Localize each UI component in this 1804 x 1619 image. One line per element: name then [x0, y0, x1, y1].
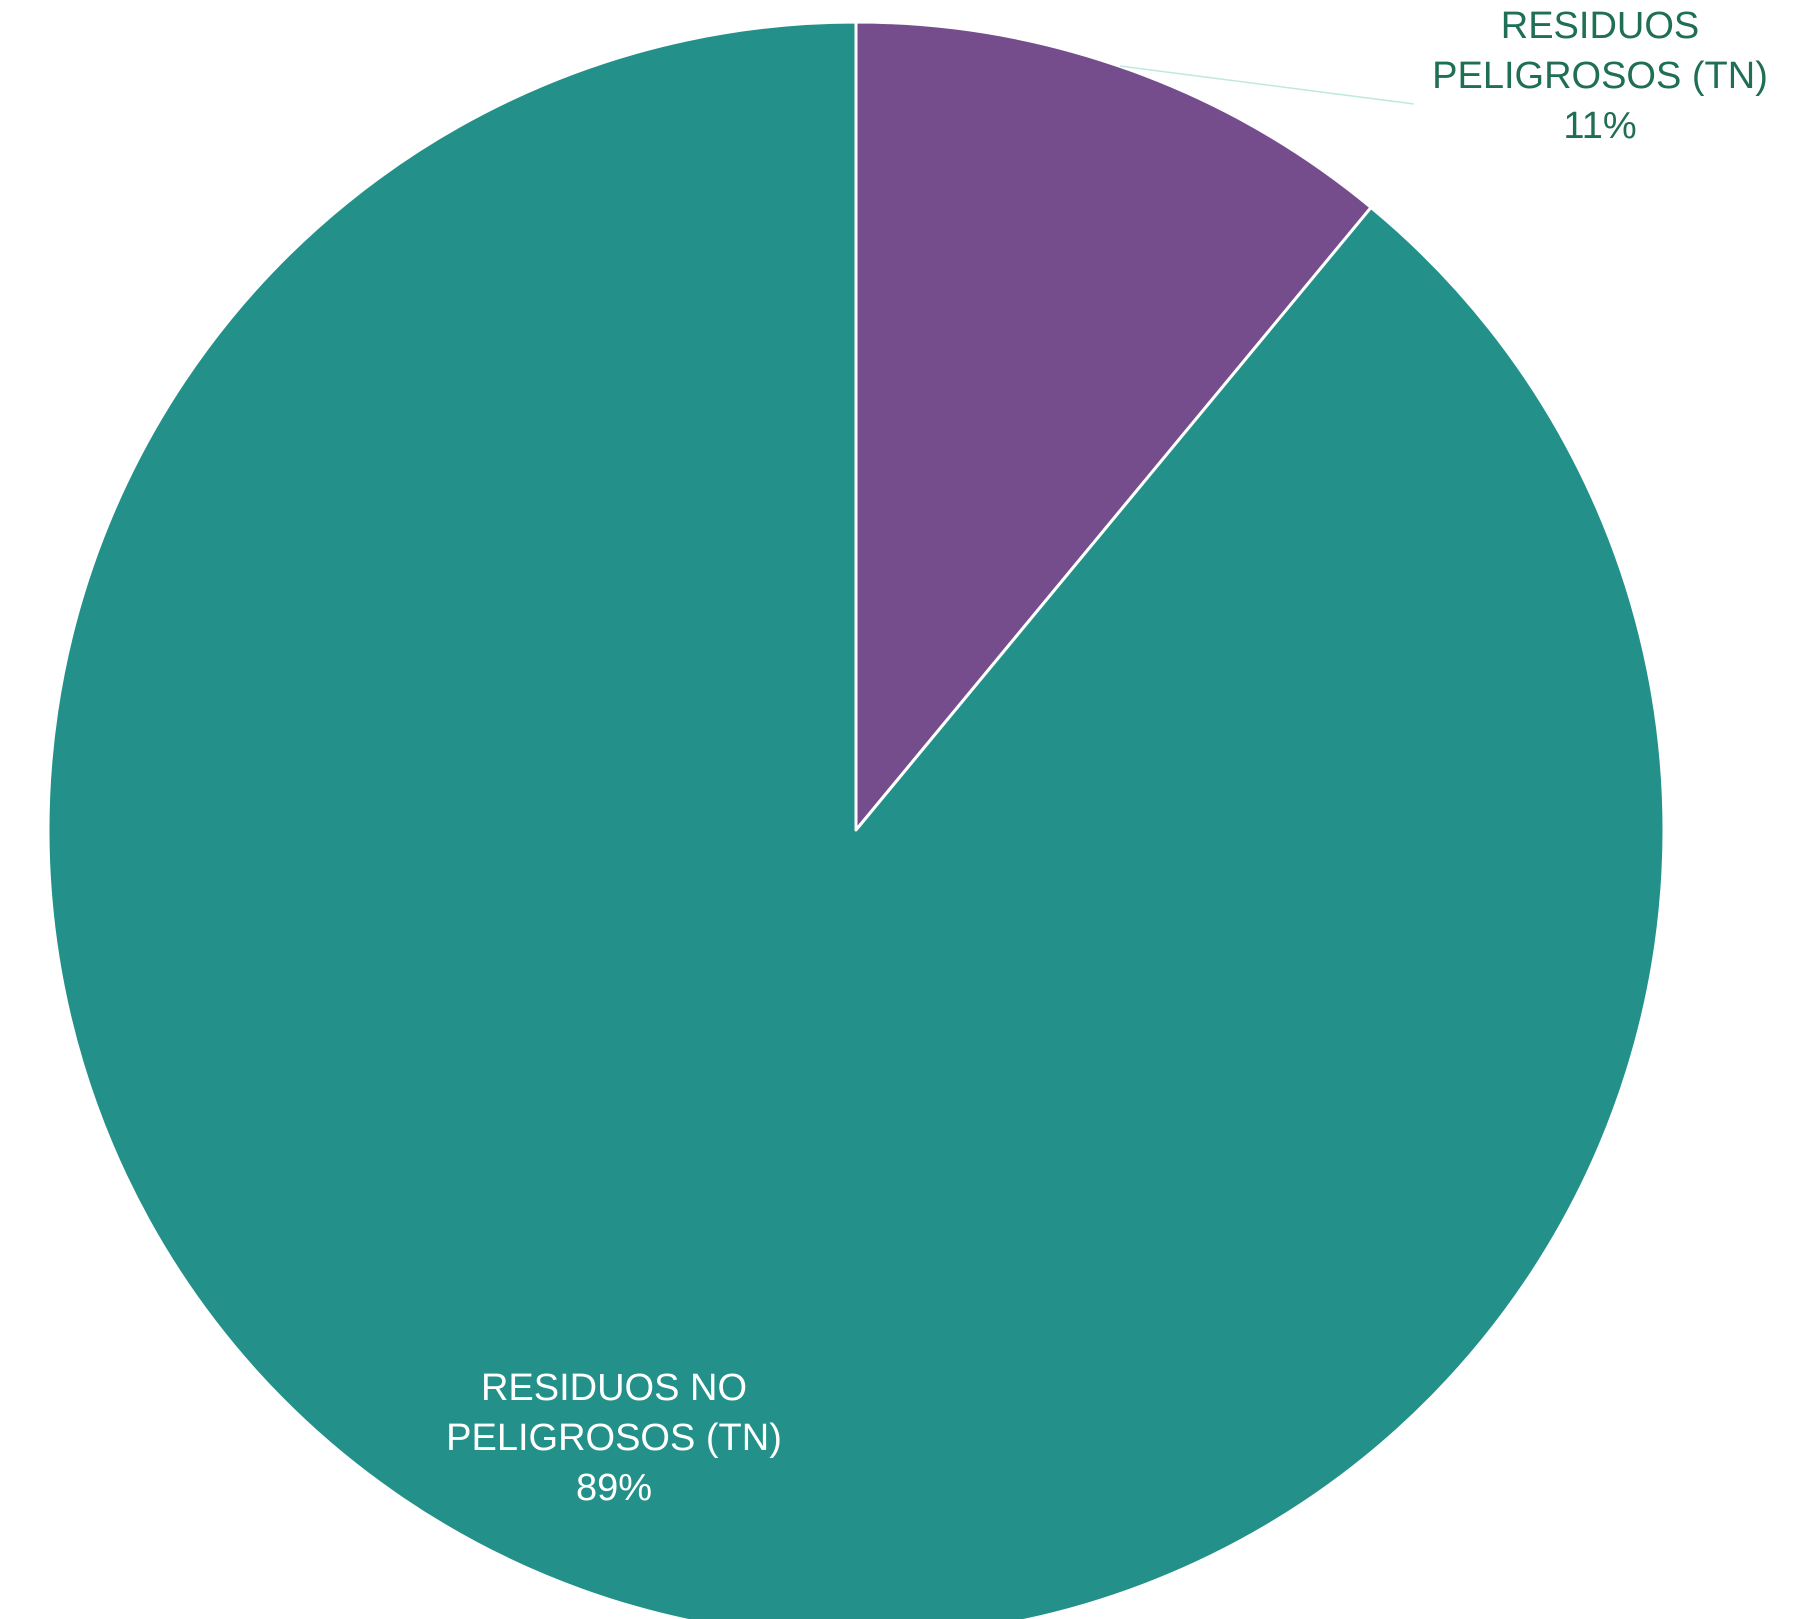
slice-percent-label: 89%: [576, 1467, 652, 1509]
slice-category-label: RESIDUOS: [1501, 5, 1699, 47]
slice-labels: RESIDUOS PELIGROSOS (TN) 11% RESIDUOS NO PEL…: [446, 5, 1768, 1509]
slice-percent-label: 11%: [1563, 105, 1636, 147]
leader-line-1: [1119, 65, 1415, 105]
slice-category-label: PELIGROSOS (TN): [446, 1417, 782, 1459]
pie-slices: [46, 20, 1666, 1619]
pie-slice-2: [46, 20, 1666, 1619]
slice-label-1: RESIDUOS PELIGROSOS (TN) 11%: [1432, 5, 1768, 147]
slice-category-label: RESIDUOS NO: [481, 1367, 747, 1409]
pie-slice-1: [854, 20, 1373, 832]
leader-lines: [1119, 65, 1415, 105]
slice-category-label: PELIGROSOS (TN): [1432, 55, 1768, 97]
slice-label-2: RESIDUOS NO PELIGROSOS (TN) 89%: [446, 1367, 782, 1509]
